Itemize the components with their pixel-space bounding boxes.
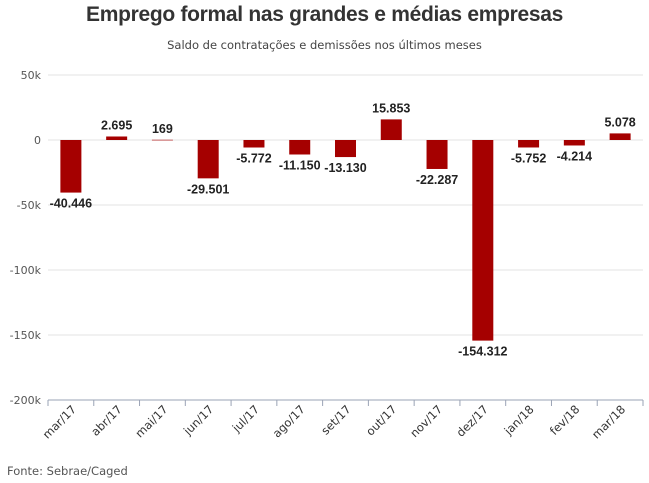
bar bbox=[60, 140, 82, 193]
data-label: -40.446 bbox=[50, 197, 92, 211]
x-tick-label: nov/17 bbox=[407, 402, 445, 440]
chart-subtitle: Saldo de contratações e demissões nos úl… bbox=[167, 38, 482, 52]
bar bbox=[151, 139, 173, 141]
source-note: Fonte: Sebrae/Caged bbox=[7, 464, 128, 478]
data-label: 5.078 bbox=[604, 115, 635, 129]
bar bbox=[518, 140, 540, 148]
x-tick-label: abr/17 bbox=[88, 402, 124, 438]
y-tick-label: -150k bbox=[10, 329, 42, 342]
bar bbox=[289, 140, 311, 155]
data-label: -29.501 bbox=[187, 182, 229, 196]
x-tick-label: jun/17 bbox=[180, 402, 216, 438]
bar bbox=[106, 136, 128, 140]
bars bbox=[60, 119, 631, 341]
bar bbox=[380, 119, 402, 140]
y-tick-label: 0 bbox=[34, 134, 41, 147]
y-tick-label: -100k bbox=[10, 264, 42, 277]
data-label: 2.695 bbox=[101, 118, 132, 132]
data-label: -4.214 bbox=[557, 149, 592, 163]
bar bbox=[472, 140, 494, 341]
x-tick-label: mar/18 bbox=[589, 402, 628, 441]
bar bbox=[609, 133, 631, 140]
x-tick-label: ago/17 bbox=[270, 402, 308, 440]
data-label: -13.130 bbox=[324, 161, 366, 175]
y-tick-label: 50k bbox=[21, 69, 42, 82]
x-axis: mar/17 abr/17 mai/17 jun/17 jul/17 ago/17 set/… bbox=[40, 400, 644, 441]
data-label: -5.752 bbox=[511, 151, 546, 165]
chart-title: Emprego formal nas grandes e médias empr… bbox=[86, 3, 563, 26]
data-label: -5.772 bbox=[236, 152, 271, 166]
bar bbox=[335, 140, 356, 158]
x-tick-label: jul/17 bbox=[229, 402, 262, 435]
x-tick-label: mai/17 bbox=[132, 402, 170, 440]
data-label: -22.287 bbox=[416, 173, 458, 187]
data-label: -154.312 bbox=[458, 345, 507, 359]
data-label: -11.150 bbox=[279, 158, 321, 172]
x-tick-label: mar/17 bbox=[40, 402, 79, 441]
bar bbox=[197, 140, 219, 179]
data-label: 169 bbox=[152, 122, 173, 136]
y-axis: 50k 0 -50k -100k -150k -200k bbox=[10, 69, 42, 407]
bar bbox=[563, 140, 585, 146]
data-label: 15.853 bbox=[372, 101, 410, 115]
gridlines bbox=[48, 74, 643, 401]
y-tick-label: -50k bbox=[17, 199, 42, 212]
bar bbox=[426, 140, 448, 169]
y-tick-label: -200k bbox=[10, 394, 42, 407]
bar bbox=[243, 140, 265, 148]
x-tick-label: set/17 bbox=[318, 402, 353, 437]
x-tick-label: fev/18 bbox=[547, 402, 583, 438]
x-tick-label: out/17 bbox=[363, 402, 399, 438]
x-tick-label: jan/18 bbox=[501, 402, 537, 438]
x-tick-label: dez/17 bbox=[454, 402, 491, 439]
data-labels: -40.446 2.695 169 -29.501 -5.772 -11.150 -13.1… bbox=[50, 101, 636, 358]
